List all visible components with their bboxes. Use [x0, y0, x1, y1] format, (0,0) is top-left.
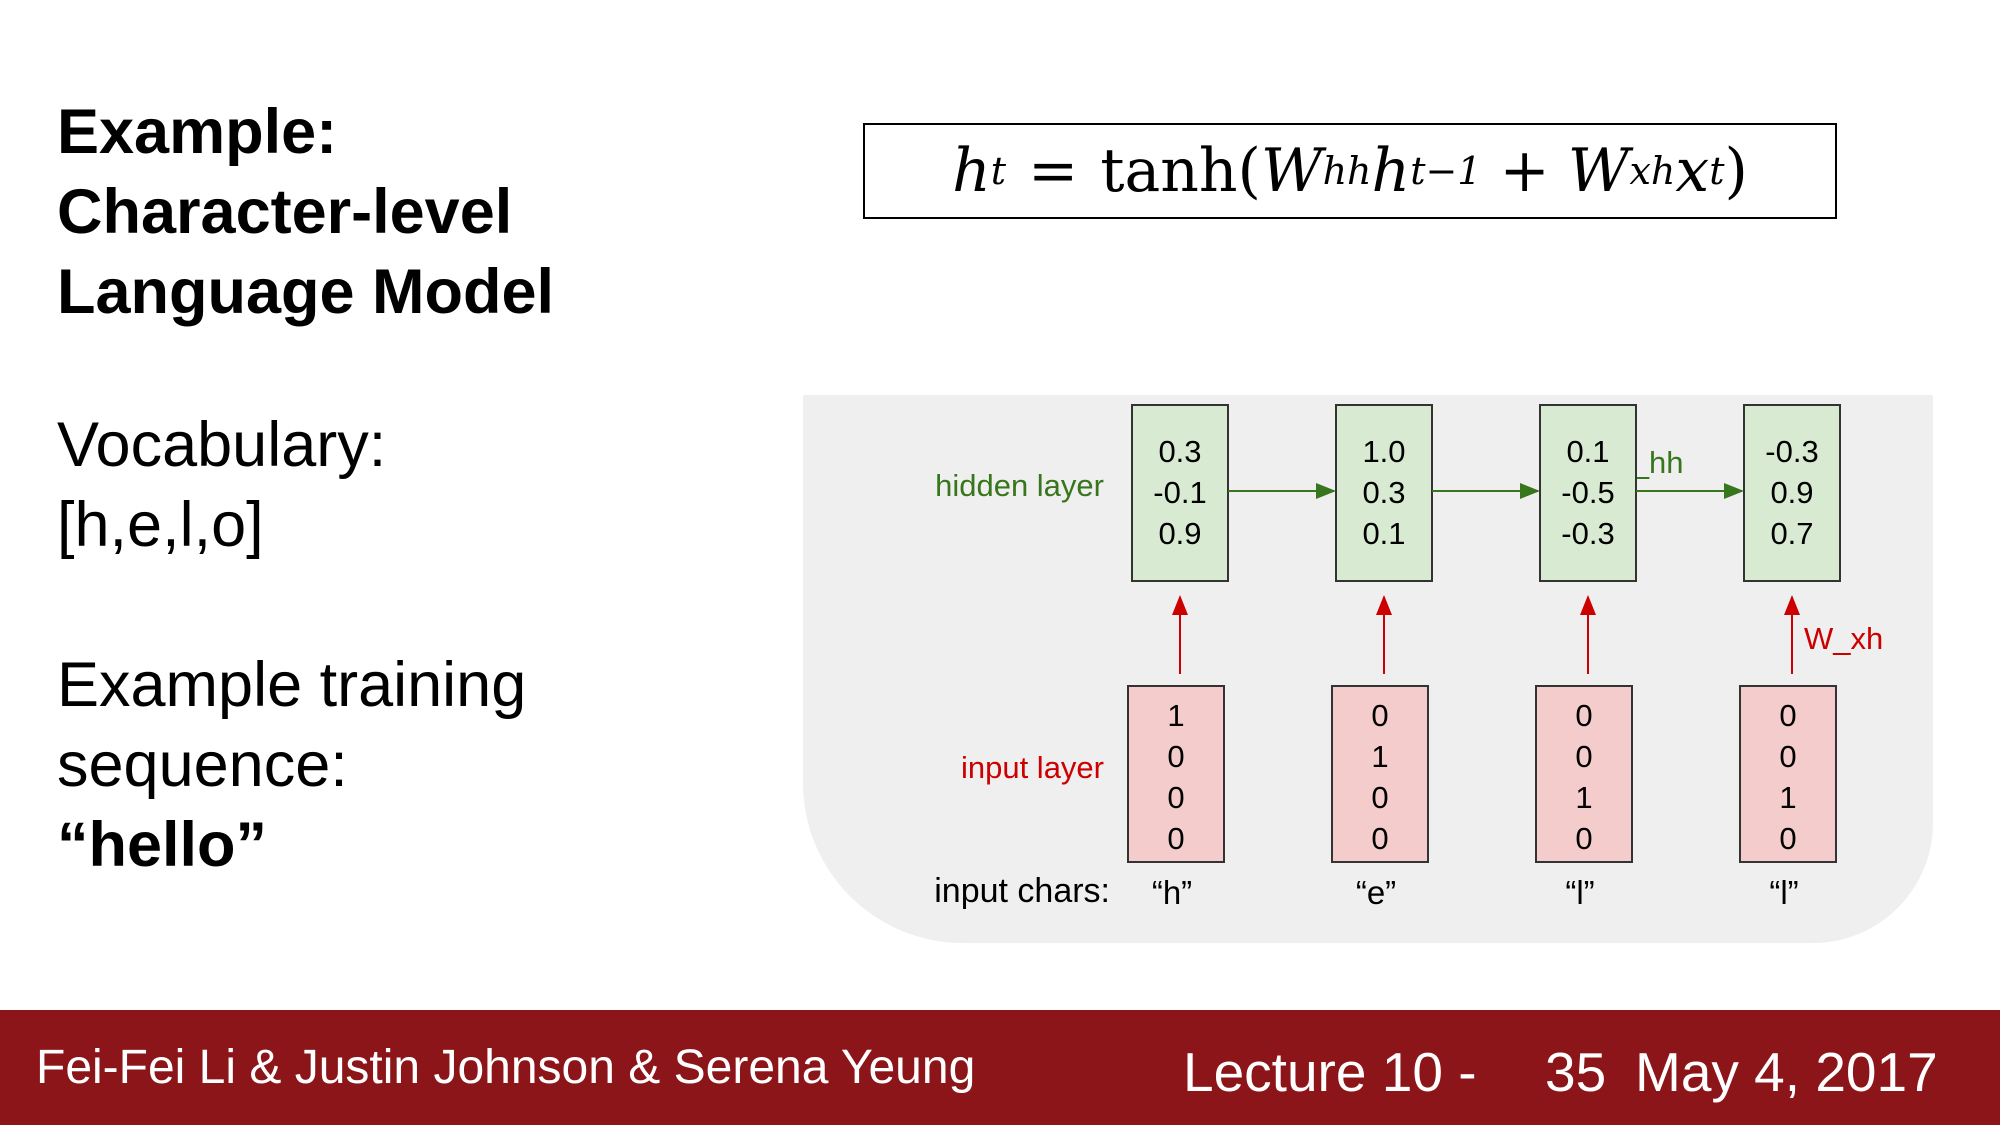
input-value: 0	[1575, 821, 1592, 856]
input-value: 0	[1779, 739, 1796, 774]
title-line-2: Character-level	[57, 177, 513, 247]
footer-page-number: 35	[1545, 1041, 1607, 1103]
hidden-value: -0.1	[1153, 475, 1206, 510]
formula-t: t	[990, 149, 1007, 193]
input-value: 0	[1371, 821, 1388, 856]
formula-hh: hh	[1322, 149, 1372, 193]
input-value: 1	[1167, 698, 1184, 733]
formula-close: )	[1724, 136, 1748, 206]
footer-bar: Fei-Fei Li & Justin Johnson & Serena Yeu…	[0, 1010, 2000, 1125]
hidden-value: -0.3	[1561, 516, 1614, 551]
training-line-1: Example training	[57, 650, 527, 720]
hidden-layer-label: hidden layer	[935, 468, 1104, 503]
input-value: 0	[1167, 739, 1184, 774]
training-sequence: “hello”	[57, 810, 268, 880]
hidden-value: 0.3	[1362, 475, 1405, 510]
input-value: 0	[1779, 698, 1796, 733]
formula-equals: =	[1028, 136, 1079, 206]
hidden-value: 0.9	[1158, 516, 1201, 551]
hidden-value: 0.9	[1770, 475, 1813, 510]
vocabulary-label: Vocabulary:	[57, 410, 387, 480]
input-char-label: “h”	[1152, 874, 1192, 911]
input-value: 0	[1371, 698, 1388, 733]
input-value: 0	[1575, 698, 1592, 733]
training-line-2: sequence:	[57, 730, 348, 800]
diagram-panel: hidden layer input layer input chars: W_…	[803, 395, 1933, 943]
input-char-label: “l”	[1565, 874, 1594, 911]
vocabulary-block: Vocabulary: [h,e,l,o]	[57, 405, 386, 565]
hidden-value: 0.1	[1362, 516, 1405, 551]
input-value: 0	[1575, 739, 1592, 774]
footer-lecture: Lecture 10 -	[1183, 1041, 1477, 1103]
vocabulary-value: [h,e,l,o]	[57, 490, 264, 560]
formula-t-2: t	[1709, 149, 1725, 193]
input-value: 1	[1371, 739, 1388, 774]
input-vector-box	[1535, 685, 1633, 863]
slide-title: Example: Character-level Language Model	[57, 92, 554, 332]
rnn-diagram: hidden layer input layer input chars: W_…	[934, 404, 1883, 911]
hidden-state-box	[1335, 404, 1433, 582]
input-vector-box	[1127, 685, 1225, 863]
input-layer-label: input layer	[961, 750, 1104, 785]
title-line-3: Language Model	[57, 257, 555, 327]
footer-authors: Fei-Fei Li & Justin Johnson & Serena Yeu…	[36, 1041, 976, 1094]
formula-h: h	[952, 136, 991, 206]
footer-date: May 4, 2017	[1635, 1041, 1938, 1103]
hidden-value: 0.1	[1566, 434, 1609, 469]
input-value: 1	[1575, 780, 1592, 815]
hidden-value: -0.3	[1765, 434, 1818, 469]
input-value: 1	[1779, 780, 1796, 815]
formula-x: x	[1675, 136, 1710, 206]
input-value: 0	[1167, 821, 1184, 856]
hidden-value: 0.7	[1770, 516, 1813, 551]
hidden-state-box	[1743, 404, 1841, 582]
input-value: 0	[1371, 780, 1388, 815]
input-char-label: “l”	[1769, 874, 1798, 911]
training-block: Example training sequence: “hello”	[57, 645, 526, 885]
formula-w1: W	[1260, 136, 1323, 206]
w-xh-label: W_xh	[1804, 621, 1883, 656]
input-vector-box	[1331, 685, 1429, 863]
formula-xh: xh	[1629, 149, 1676, 193]
formula-h-prev: h	[1371, 136, 1411, 206]
hidden-value: -0.5	[1561, 475, 1614, 510]
hidden-value: 0.3	[1158, 434, 1201, 469]
input-char-label: “e”	[1356, 874, 1396, 911]
formula-w2: W	[1567, 136, 1630, 206]
input-vector-box	[1739, 685, 1837, 863]
input-chars-label: input chars:	[934, 872, 1110, 910]
input-value: 0	[1779, 821, 1796, 856]
hidden-value: 1.0	[1362, 434, 1405, 469]
hidden-state-box	[1539, 404, 1637, 582]
formula-t-minus-1: t−1	[1410, 149, 1482, 193]
hidden-state-box	[1131, 404, 1229, 582]
formula-tanh: tanh(	[1100, 136, 1261, 206]
title-line-1: Example:	[57, 97, 338, 167]
formula-plus: +	[1499, 136, 1550, 206]
input-value: 0	[1167, 780, 1184, 815]
